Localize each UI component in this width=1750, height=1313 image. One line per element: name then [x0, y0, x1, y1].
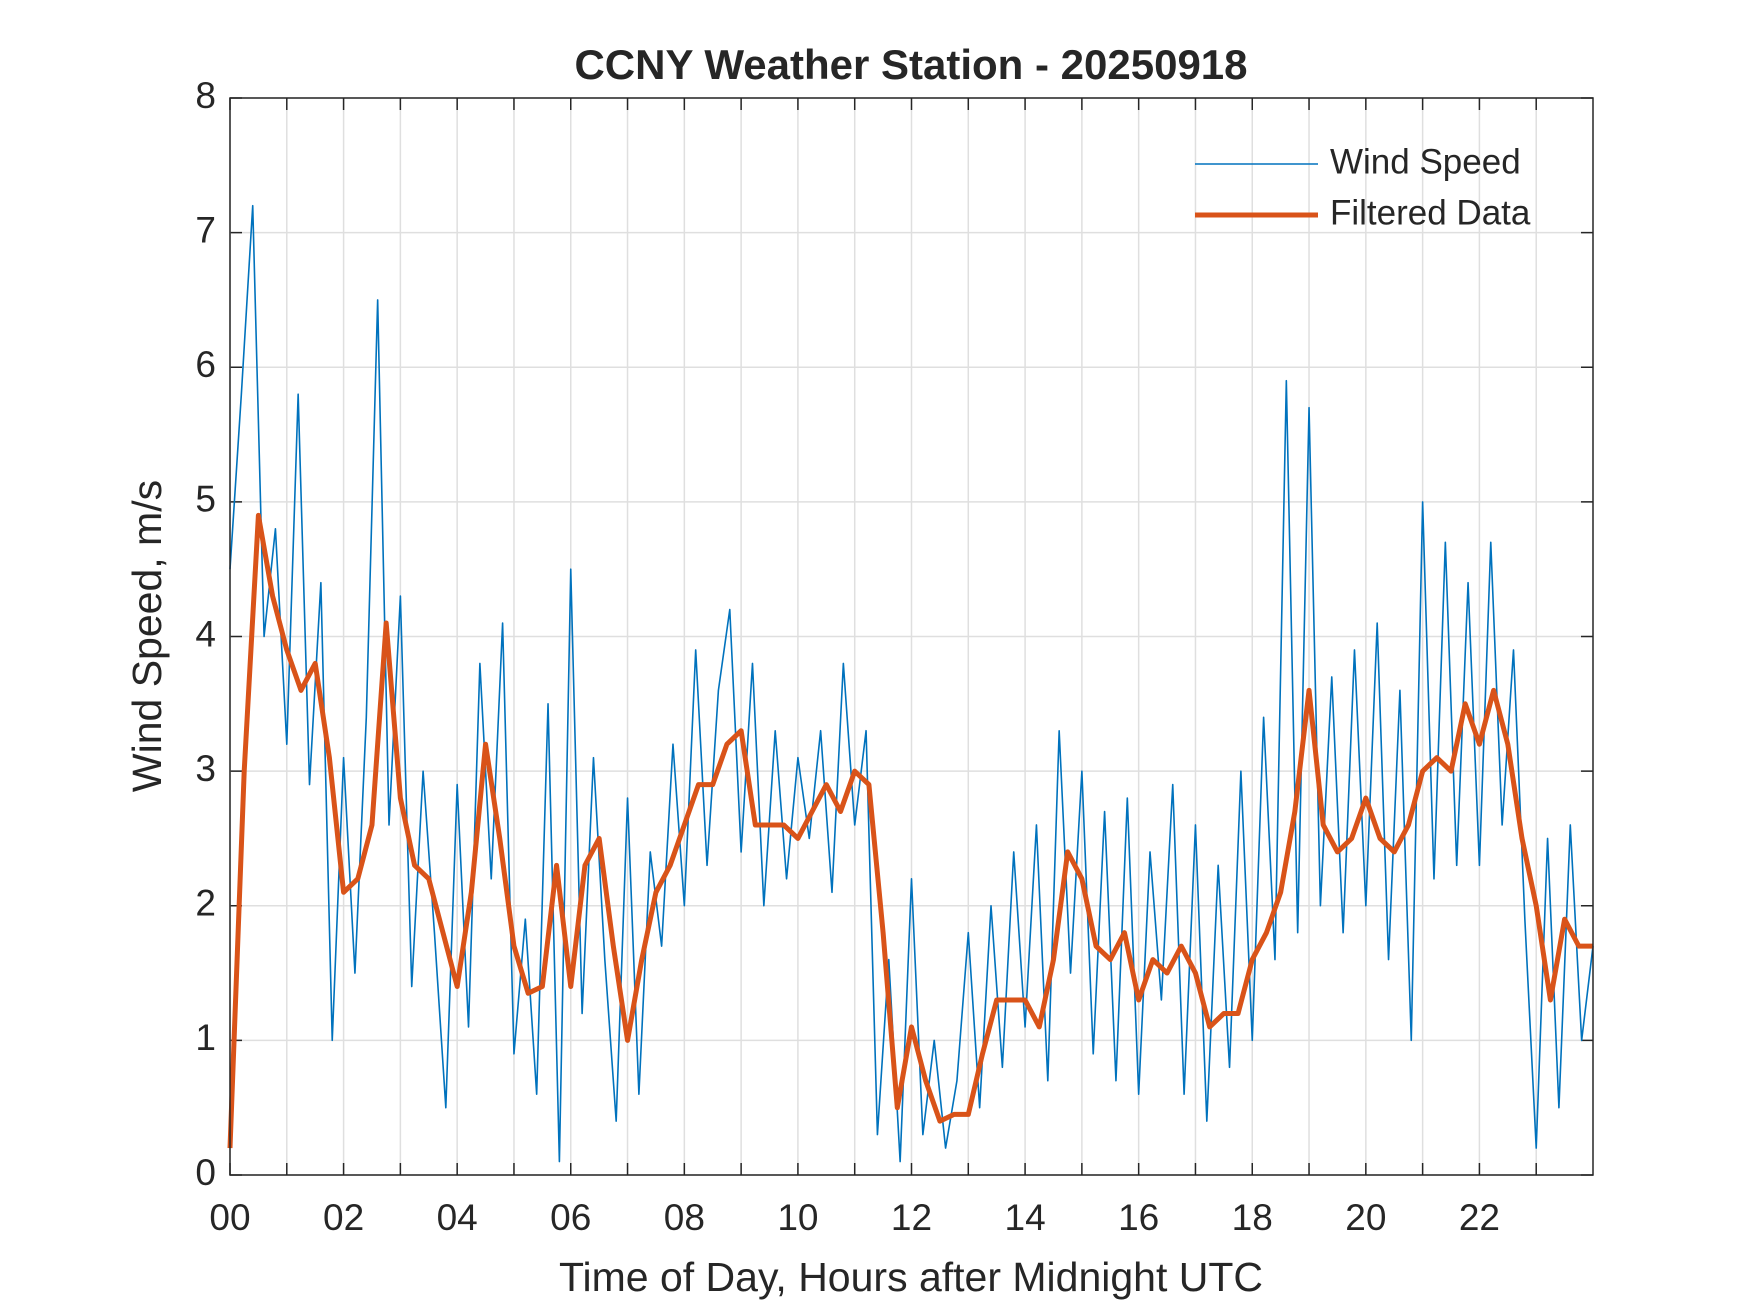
- y-tick-label: 4: [195, 613, 216, 654]
- y-tick-label: 0: [195, 1152, 216, 1193]
- legend-label: Filtered Data: [1330, 193, 1531, 232]
- x-tick-label: 08: [664, 1197, 705, 1238]
- y-tick-label: 3: [195, 748, 216, 789]
- y-axis-label: Wind Speed, m/s: [124, 480, 170, 792]
- x-tick-label: 16: [1118, 1197, 1159, 1238]
- y-tick-label: 7: [195, 209, 216, 250]
- x-tick-label: 04: [437, 1197, 478, 1238]
- x-tick-label: 14: [1005, 1197, 1046, 1238]
- y-tick-label: 2: [195, 883, 216, 924]
- legend-label: Wind Speed: [1330, 142, 1521, 181]
- plot-frame: [229, 97, 1594, 1176]
- x-tick-label: 12: [891, 1197, 932, 1238]
- x-tick-label: 10: [777, 1197, 818, 1238]
- x-tick-label: 20: [1345, 1197, 1386, 1238]
- data-line: [229, 204, 1594, 1163]
- x-tick-label: 06: [550, 1197, 591, 1238]
- x-tick-label: 18: [1232, 1197, 1273, 1238]
- chart-title: CCNY Weather Station - 20250918: [574, 41, 1247, 88]
- x-tick-label: 00: [209, 1197, 250, 1238]
- x-tick-label: 02: [323, 1197, 364, 1238]
- y-tick-label: 1: [195, 1017, 216, 1058]
- y-tick-label: 5: [195, 479, 216, 520]
- y-tick-label: 6: [195, 344, 216, 385]
- x-axis-label: Time of Day, Hours after Midnight UTC: [559, 1254, 1263, 1300]
- data-line: [227, 512, 1593, 1149]
- x-tick-label: 22: [1459, 1197, 1500, 1238]
- y-tick-label: 8: [195, 75, 216, 116]
